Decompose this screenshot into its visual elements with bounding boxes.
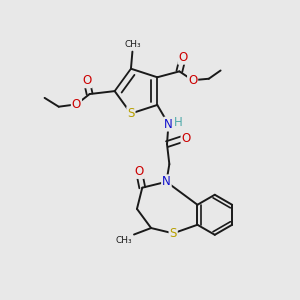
Text: CH₃: CH₃ <box>124 40 141 49</box>
Text: O: O <box>182 132 191 145</box>
Text: S: S <box>169 227 177 240</box>
Text: O: O <box>82 74 91 87</box>
Text: N: N <box>162 175 171 188</box>
Text: O: O <box>72 98 81 111</box>
Text: O: O <box>188 74 197 87</box>
Text: H: H <box>173 116 182 129</box>
Text: CH₃: CH₃ <box>116 236 132 245</box>
Text: S: S <box>127 107 135 120</box>
Text: N: N <box>164 118 173 130</box>
Text: O: O <box>178 51 188 64</box>
Text: O: O <box>135 165 144 178</box>
